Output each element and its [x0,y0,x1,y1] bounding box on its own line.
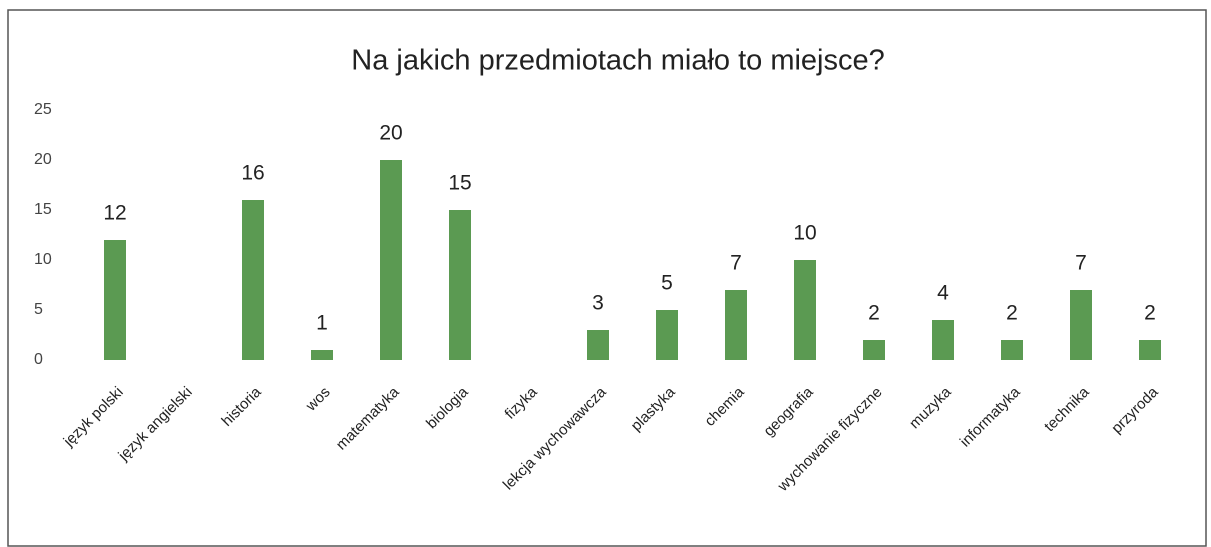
bar [1139,340,1161,360]
chart-title: Na jakich przedmiotach miało to miejsce? [351,45,885,77]
bar [449,210,471,360]
bar [656,310,678,360]
data-label: 1 [316,312,328,335]
data-label: 2 [868,302,880,325]
data-label: 20 [379,122,402,145]
bar [1070,290,1092,360]
data-label: 5 [661,272,673,295]
bar [794,260,816,360]
data-label: 4 [937,282,949,305]
bar [380,160,402,360]
bar [932,320,954,360]
data-label: 15 [448,172,471,195]
data-label: 3 [592,292,604,315]
y-tick-label: 0 [34,351,43,368]
data-label: 10 [793,222,816,245]
y-tick-label: 5 [34,301,43,318]
y-tick-label: 25 [34,101,52,118]
bar [242,200,264,360]
bar [311,350,333,360]
bar [104,240,126,360]
bar [863,340,885,360]
data-label: 12 [103,202,126,225]
bar [725,290,747,360]
bar [1001,340,1023,360]
data-label: 2 [1144,302,1156,325]
data-label: 7 [730,252,742,275]
y-tick-label: 20 [34,151,52,168]
data-label: 16 [241,162,264,185]
chart-frame [7,9,1207,547]
data-label: 2 [1006,302,1018,325]
y-tick-label: 15 [34,201,52,218]
data-label: 7 [1075,252,1087,275]
bar [587,330,609,360]
y-tick-label: 10 [34,251,52,268]
